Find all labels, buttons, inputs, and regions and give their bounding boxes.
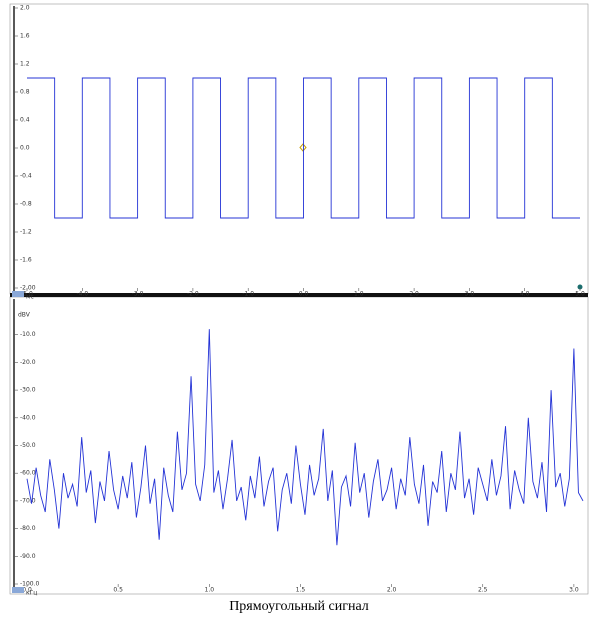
y-tick-label: 0.8 <box>20 89 30 96</box>
x-tick-label: -5.0 <box>21 291 33 298</box>
x-unit-box <box>12 587 24 593</box>
x-tick-label: 3.0 <box>569 587 579 594</box>
x-tick-label: 5.0 <box>575 291 585 298</box>
y-tick-label: -1.6 <box>20 257 32 264</box>
x-tick-label: -2.0 <box>187 291 199 298</box>
x-tick-label: 1.0 <box>354 291 364 298</box>
x-tick-label: 0.0 <box>299 291 309 298</box>
x-tick-label: 2.0 <box>409 291 419 298</box>
x-tick-label: 4.0 <box>520 291 530 298</box>
ruler-handle <box>577 284 583 290</box>
y-tick-label: -100.0 <box>20 581 40 588</box>
y-tick-label: -0.8 <box>20 201 32 208</box>
x-axis-label: кГц <box>26 590 37 597</box>
y-tick-label: -40.0 <box>20 414 36 421</box>
y-tick-label: -60.0 <box>20 470 36 477</box>
y-tick-label: -90.0 <box>20 553 36 560</box>
y-tick-label: -1.2 <box>20 229 32 236</box>
y-tick-label: -80.0 <box>20 525 36 532</box>
y-tick-label: -30.0 <box>20 387 36 394</box>
signal-line <box>27 77 580 219</box>
y-tick-label: 0.4 <box>20 117 30 124</box>
y-tick-label: 0.0 <box>20 145 30 152</box>
y-tick-label: 1.6 <box>20 33 30 40</box>
x-tick-label: -3.0 <box>132 291 144 298</box>
x-tick-label: 2.0 <box>387 587 397 594</box>
y-tick-label: -50.0 <box>20 442 36 449</box>
x-tick-label: 3.0 <box>465 291 475 298</box>
y-tick-label: -0.4 <box>20 173 32 180</box>
x-unit-box <box>12 291 24 297</box>
y-tick-label: -2.00 <box>20 285 36 292</box>
panel-divider <box>10 293 588 297</box>
y-tick-label: -10.0 <box>20 331 36 338</box>
x-tick-label: 1.5 <box>296 587 306 594</box>
caption: Прямоугольный сигнал <box>229 599 369 614</box>
y-axis-label: dBV <box>18 312 31 319</box>
x-tick-label: -4.0 <box>76 291 88 298</box>
x-tick-label: 2.5 <box>478 587 488 594</box>
y-tick-label: -20.0 <box>20 359 36 366</box>
x-axis-label: мс <box>26 294 34 301</box>
signal-line <box>26 329 584 546</box>
trigger-marker <box>299 143 307 152</box>
x-tick-label: -1.0 <box>242 291 254 298</box>
y-tick-label: 2.0 <box>20 5 30 12</box>
y-tick-label: 1.2 <box>20 61 30 68</box>
x-tick-label: 0.0 <box>22 587 32 594</box>
x-tick-label: 1.0 <box>205 587 215 594</box>
y-tick-label: -70.0 <box>20 497 36 504</box>
x-tick-label: 0.5 <box>113 587 123 594</box>
